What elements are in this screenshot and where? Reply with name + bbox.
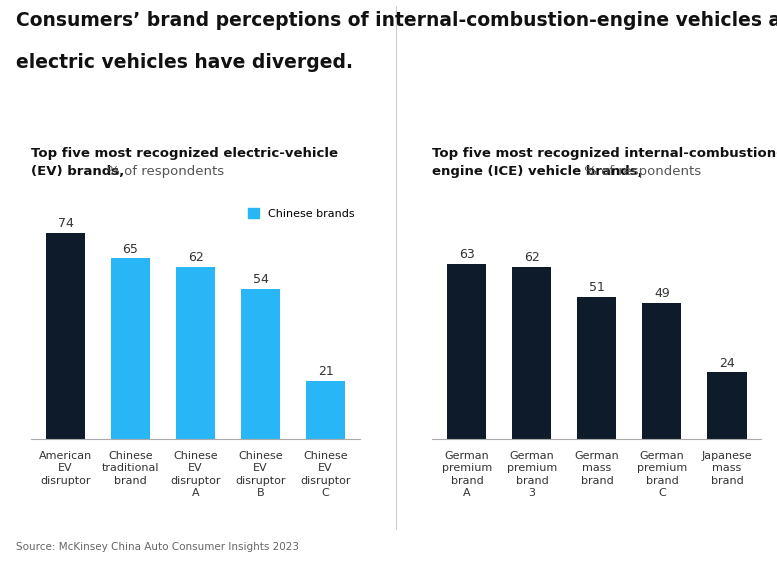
Text: 21: 21: [318, 365, 333, 378]
Bar: [708, 372, 747, 439]
Text: % of respondents: % of respondents: [103, 166, 224, 178]
Text: 24: 24: [720, 356, 735, 369]
Bar: [46, 233, 85, 439]
Bar: [448, 264, 486, 439]
Bar: [306, 381, 345, 439]
Text: 62: 62: [524, 251, 540, 264]
Text: (EV) brands,: (EV) brands,: [31, 166, 124, 178]
Text: 51: 51: [589, 282, 605, 294]
Bar: [176, 267, 215, 439]
Text: 65: 65: [123, 243, 138, 256]
Text: % of respondents: % of respondents: [580, 166, 701, 178]
Bar: [643, 303, 681, 439]
Text: 54: 54: [253, 273, 269, 286]
Text: Top five most recognized internal-combustion-: Top five most recognized internal-combus…: [433, 148, 777, 160]
Bar: [513, 267, 552, 439]
Text: Consumers’ brand perceptions of internal-combustion-engine vehicles and: Consumers’ brand perceptions of internal…: [16, 11, 777, 30]
Text: 63: 63: [459, 248, 475, 261]
Text: Source: McKinsey China Auto Consumer Insights 2023: Source: McKinsey China Auto Consumer Ins…: [16, 542, 298, 552]
Bar: [577, 297, 616, 439]
Bar: [241, 289, 280, 439]
Legend: Chinese brands: Chinese brands: [248, 208, 354, 219]
Text: engine (ICE) vehicle brands,: engine (ICE) vehicle brands,: [433, 166, 643, 178]
Text: 62: 62: [188, 251, 204, 264]
Bar: [111, 258, 150, 439]
Text: 74: 74: [57, 217, 74, 230]
Text: electric vehicles have diverged.: electric vehicles have diverged.: [16, 53, 353, 73]
Text: 49: 49: [654, 287, 670, 300]
Text: Top five most recognized electric-vehicle: Top five most recognized electric-vehicl…: [31, 148, 338, 160]
